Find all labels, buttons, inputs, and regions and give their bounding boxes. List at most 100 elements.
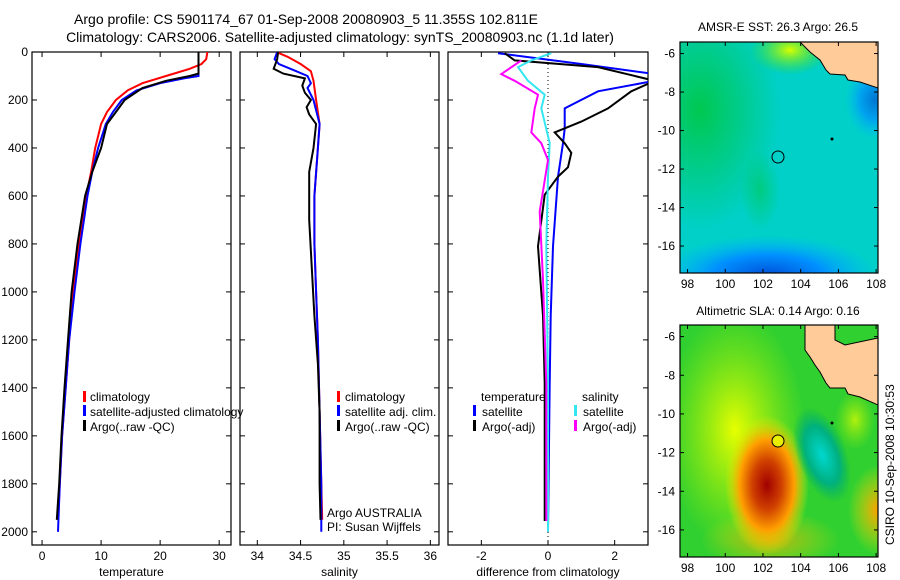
latitude-tick-label: -10 bbox=[658, 124, 676, 138]
difference-legend: temperature salinity satellite Argo(-adj… bbox=[473, 390, 636, 434]
legend-marker-sal-argo bbox=[574, 420, 577, 431]
plot-frame bbox=[239, 51, 440, 546]
legend-marker-argo bbox=[83, 420, 86, 431]
sla-high-region bbox=[835, 390, 875, 450]
latitude-tick-label: -14 bbox=[658, 484, 676, 498]
x-tick-label: -2 bbox=[476, 549, 487, 563]
legend-label: satellite bbox=[583, 405, 624, 419]
legend-marker-argo bbox=[337, 420, 340, 431]
legend-marker-satellite bbox=[337, 405, 340, 416]
sst-cool-region bbox=[680, 235, 878, 273]
x-axis-label: salinity bbox=[321, 565, 358, 579]
x-tick-label: 36 bbox=[424, 549, 438, 563]
legend-label: satellite adj. clim. bbox=[345, 405, 436, 419]
legend-label: Argo(-adj) bbox=[482, 420, 535, 434]
legend-label: satellite-adjusted climatology bbox=[90, 405, 243, 419]
longitude-tick-label: 108 bbox=[866, 277, 886, 291]
land-coastline bbox=[799, 42, 878, 89]
longitude-tick-label: 106 bbox=[828, 561, 848, 575]
y-tick-label: 1800 bbox=[1, 477, 28, 491]
longitude-tick-label: 104 bbox=[791, 277, 811, 291]
latitude-tick-label: -16 bbox=[658, 523, 676, 537]
y-tick-label: 2000 bbox=[1, 525, 28, 539]
sst-map-title: AMSR-E SST: 26.3 Argo: 26.5 bbox=[698, 20, 858, 34]
figure-title-line2: Climatology: CARS2006. Satellite-adjuste… bbox=[66, 29, 614, 45]
latitude-tick-label: -16 bbox=[658, 239, 676, 253]
map-frame bbox=[679, 324, 879, 558]
figure-title-line1: Argo profile: CS 5901174_67 01-Sep-2008 … bbox=[74, 11, 538, 27]
x-tick-label: 2 bbox=[611, 549, 618, 563]
x-tick-label: 35 bbox=[337, 549, 351, 563]
y-tick-label: 1600 bbox=[1, 429, 28, 443]
latitude-tick-label: -6 bbox=[664, 330, 675, 344]
x-tick-label: 0 bbox=[545, 549, 552, 563]
sst-map bbox=[680, 42, 878, 273]
profile-panel-3: -2 0 2 difference from climatology bbox=[447, 51, 649, 579]
map-axes: 98 100 102 104 106 108 -6 -8 -10 -12 -14 -16 bbox=[658, 41, 886, 291]
y-tick-label: 200 bbox=[8, 93, 28, 107]
legend-marker-temp-argo bbox=[473, 420, 476, 431]
legend-label: climatology bbox=[345, 390, 405, 404]
longitude-tick-label: 108 bbox=[866, 561, 886, 575]
credit-argo-australia: Argo AUSTRALIA bbox=[327, 506, 422, 520]
sla-map-title: Altimetric SLA: 0.14 Argo: 0.16 bbox=[696, 304, 860, 318]
map-frame bbox=[679, 41, 879, 274]
island bbox=[830, 421, 834, 425]
legend-label: Argo(-adj) bbox=[583, 420, 636, 434]
profile-panel-1: 0 10 20 30 temperature 0 200 400 600 800 1000 1200 1… bbox=[1, 45, 232, 579]
y-tick-label: 1000 bbox=[1, 285, 28, 299]
latitude-tick-label: -10 bbox=[658, 407, 676, 421]
plot-frame bbox=[31, 51, 232, 546]
y-tick-label: 0 bbox=[21, 45, 28, 59]
x-tick-label: 0 bbox=[39, 549, 46, 563]
y-tick-label: 1200 bbox=[1, 333, 28, 347]
salinity-legend: climatology satellite adj. clim. Argo(..… bbox=[337, 390, 436, 434]
y-tick-label: 600 bbox=[8, 189, 28, 203]
legend-marker-sal-satellite bbox=[574, 405, 577, 416]
y-tick-label: 800 bbox=[8, 237, 28, 251]
legend-label: satellite bbox=[482, 405, 523, 419]
longitude-tick-label: 100 bbox=[715, 561, 735, 575]
longitude-tick-label: 98 bbox=[681, 561, 695, 575]
map-axes: 98 100 102 104 106 108 -6 -8 -10 -12 -14 -16 bbox=[658, 324, 886, 575]
legend-marker-climatology bbox=[83, 391, 86, 402]
y-tick-label: 1400 bbox=[1, 381, 28, 395]
legend-title-salinity: salinity bbox=[582, 390, 619, 404]
longitude-tick-label: 102 bbox=[753, 561, 773, 575]
legend-marker-satellite bbox=[83, 405, 86, 416]
land-coastline bbox=[804, 325, 878, 406]
island bbox=[830, 137, 834, 141]
credit-pi: PI: Susan Wijffels bbox=[327, 520, 421, 534]
series-temperature-argo-adj- bbox=[504, 52, 648, 521]
x-tick-label: 30 bbox=[213, 549, 227, 563]
longitude-tick-label: 104 bbox=[791, 561, 811, 575]
legend-marker-temp-satellite bbox=[473, 405, 476, 416]
latitude-tick-label: -6 bbox=[664, 47, 675, 61]
series-argo-raw-qc- bbox=[55, 52, 200, 520]
x-tick-label: 35.5 bbox=[375, 549, 399, 563]
sla-map bbox=[680, 325, 878, 557]
latitude-tick-label: -12 bbox=[658, 162, 676, 176]
x-tick-label: 10 bbox=[94, 549, 108, 563]
latitude-tick-label: -12 bbox=[658, 446, 676, 460]
x-axis-label: difference from climatology bbox=[476, 565, 619, 579]
argo-position-marker bbox=[771, 434, 785, 448]
argo-position-marker bbox=[771, 150, 785, 164]
sst-warm-region bbox=[740, 150, 780, 230]
latitude-tick-label: -8 bbox=[664, 85, 675, 99]
latitude-tick-label: -14 bbox=[658, 201, 676, 215]
longitude-tick-label: 102 bbox=[753, 277, 773, 291]
y-tick-label: 400 bbox=[8, 141, 28, 155]
x-tick-label: 34 bbox=[251, 549, 265, 563]
longitude-tick-label: 100 bbox=[715, 277, 735, 291]
legend-label: Argo(..raw -QC) bbox=[90, 420, 175, 434]
legend-title-temperature: temperature bbox=[481, 390, 546, 404]
legend-label: climatology bbox=[90, 390, 150, 404]
land-green-coast bbox=[834, 325, 878, 346]
legend-marker-climatology bbox=[337, 391, 340, 402]
longitude-tick-label: 98 bbox=[681, 277, 695, 291]
profile-panel-2: 34 34.5 35 35.5 36 salinity bbox=[239, 51, 440, 579]
sla-high-region bbox=[848, 465, 878, 555]
temperature-legend: climatology satellite-adjusted climatolo… bbox=[83, 390, 243, 434]
